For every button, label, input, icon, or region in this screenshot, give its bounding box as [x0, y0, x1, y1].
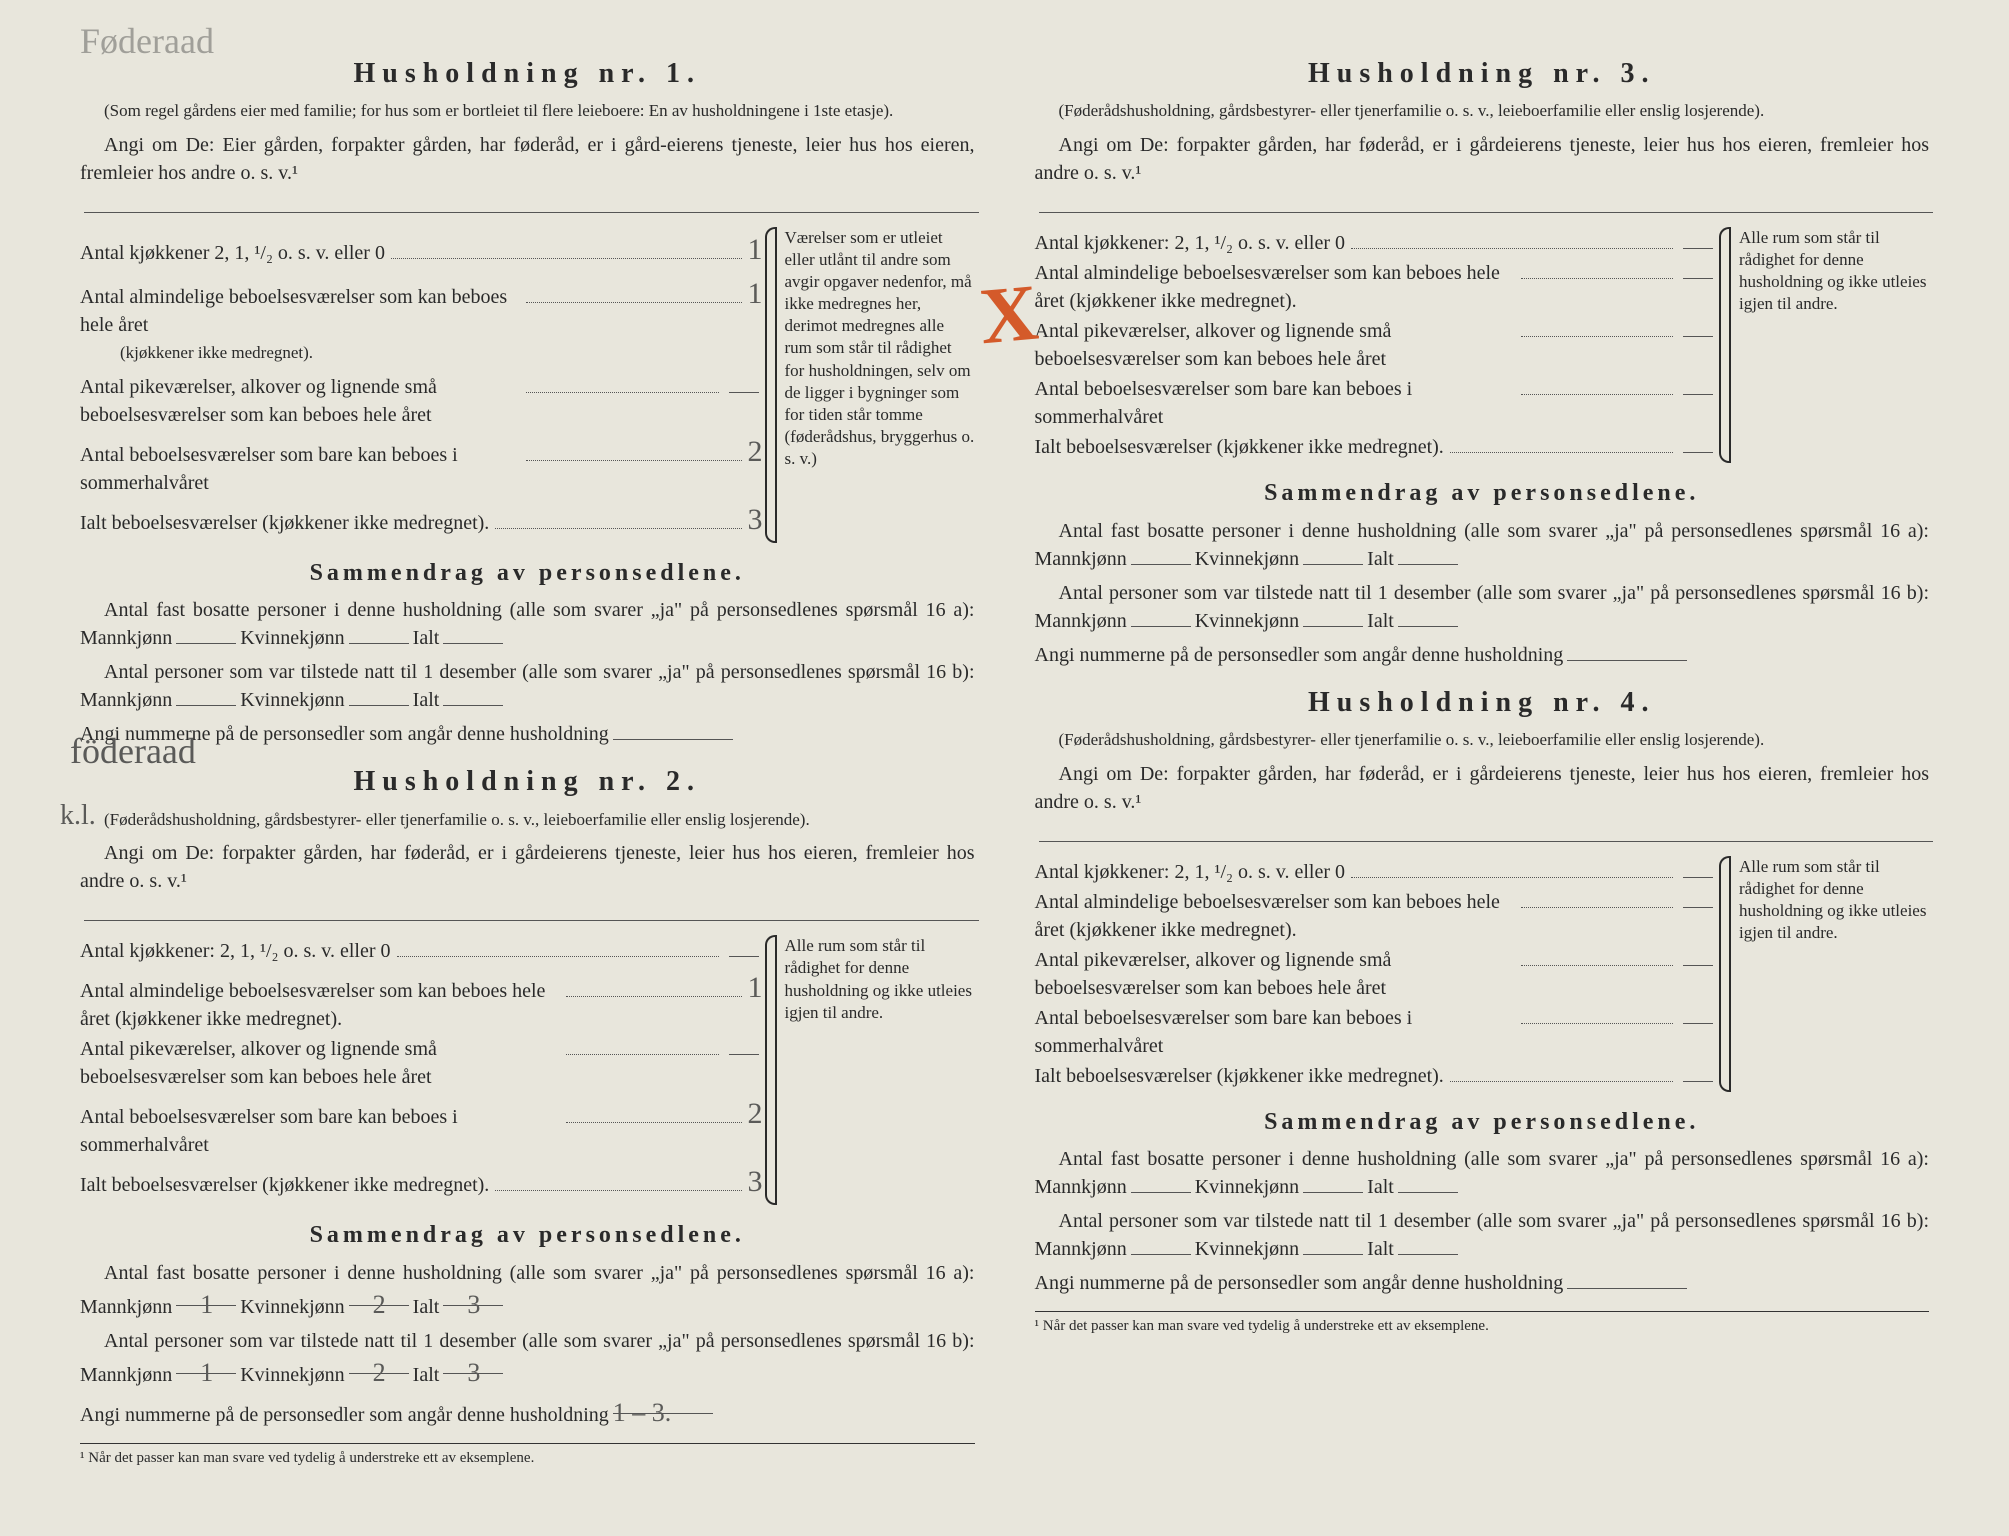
h1-r5: Ialt beboelsesværelser (kjøkkener ikke m… — [80, 509, 489, 537]
h4-r5: Ialt beboelsesværelser (kjøkkener ikke m… — [1035, 1062, 1444, 1090]
h4-s1b: Kvinnekjønn — [1195, 1176, 1299, 1198]
right-footnote: ¹ Når det passer kan man svare ved tydel… — [1035, 1311, 1930, 1337]
h4-sidenote: Alle rum som står til rådighet for denne… — [1729, 856, 1929, 1092]
h4-s3: Angi nummerne på de personsedler som ang… — [1035, 1272, 1564, 1294]
h2-title: Husholdning nr. 2. — [80, 762, 975, 801]
h1-title: Husholdning nr. 1. — [80, 54, 975, 93]
h1-r1: Antal kjøkkener 2, 1, ¹/₂ o. s. v. eller… — [80, 239, 385, 267]
h2-r5: Ialt beboelsesværelser (kjøkkener ikke m… — [80, 1171, 489, 1199]
h2-tkvin: 2 — [373, 1358, 386, 1387]
h1-s1c: Ialt — [413, 627, 440, 649]
h2-tmann: 1 — [200, 1358, 213, 1387]
h2-r2: Antal almindelige beboelsesværelser som … — [80, 977, 560, 1033]
h3-r1: Antal kjøkkener: 2, 1, ¹/₂ o. s. v. elle… — [1035, 229, 1346, 257]
h2-val2: 1 — [748, 967, 763, 1009]
h3-subnote: (Føderådshusholdning, gårdsbestyrer- ell… — [1035, 99, 1930, 123]
h1-val5: 3 — [748, 499, 763, 541]
h2-s1c: Ialt — [413, 1296, 440, 1318]
left-footnote: ¹ Når det passer kan man svare ved tydel… — [80, 1443, 975, 1469]
h2-val4: 2 — [748, 1093, 763, 1135]
h2-tialt: 3 — [467, 1358, 480, 1387]
h2-s2b: Kvinnekjønn — [240, 1364, 344, 1386]
h3-s1b: Kvinnekjønn — [1195, 548, 1299, 570]
h2-s1b: Kvinnekjønn — [240, 1296, 344, 1318]
h4-s1c: Ialt — [1367, 1176, 1394, 1198]
h2-sidenote: Alle rum som står til rådighet for denne… — [775, 935, 975, 1205]
h3-r4: Antal beboelsesværelser som bare kan beb… — [1035, 375, 1515, 431]
h1-s2b: Kvinnekjønn — [240, 689, 344, 711]
h2-val5: 3 — [748, 1161, 763, 1203]
h1-r2b: (kjøkkener ikke medregnet). — [120, 341, 763, 365]
h1-s3: Angi nummerne på de personsedler som ang… — [80, 723, 609, 745]
h1-subnote: (Som regel gårdens eier med familie; for… — [80, 99, 975, 123]
h2-r3: Antal pikeværelser, alkover og lignende … — [80, 1035, 560, 1091]
h1-angi: Angi om De: Eier gården, forpakter gårde… — [80, 131, 975, 187]
h3-summary-title: Sammendrag av personsedlene. — [1035, 477, 1930, 511]
h3-sidenote: Alle rum som står til rådighet for denne… — [1729, 227, 1929, 463]
h3-r3: Antal pikeværelser, alkover og lignende … — [1035, 317, 1515, 373]
h3-s2c: Ialt — [1367, 610, 1394, 632]
h1-val4: 2 — [748, 431, 763, 473]
h3-s1c: Ialt — [1367, 548, 1394, 570]
h2-r1: Antal kjøkkener: 2, 1, ¹/₂ o. s. v. elle… — [80, 937, 391, 965]
h4-r3: Antal pikeværelser, alkover og lignende … — [1035, 946, 1515, 1002]
h3-s2b: Kvinnekjønn — [1195, 610, 1299, 632]
h1-s2c: Ialt — [413, 689, 440, 711]
h4-r1: Antal kjøkkener: 2, 1, ¹/₂ o. s. v. elle… — [1035, 858, 1346, 886]
left-column: Husholdning nr. 1. (Som regel gårdens ei… — [80, 40, 975, 1469]
h2-subnote: (Føderådshusholdning, gårdsbestyrer- ell… — [80, 808, 975, 832]
h4-s2b: Kvinnekjønn — [1195, 1238, 1299, 1260]
h4-s2c: Ialt — [1367, 1238, 1394, 1260]
right-column: Husholdning nr. 3. (Føderådshusholdning,… — [1035, 40, 1930, 1469]
h1-r2: Antal almindelige beboelsesværelser som … — [80, 283, 520, 339]
h4-title: Husholdning nr. 4. — [1035, 683, 1930, 722]
h4-r4: Antal beboelsesværelser som bare kan beb… — [1035, 1004, 1515, 1060]
h4-angi: Angi om De: forpakter gården, har føderå… — [1035, 760, 1930, 816]
h2-s2c: Ialt — [413, 1364, 440, 1386]
h4-subnote: (Føderådshusholdning, gårdsbestyrer- ell… — [1035, 728, 1930, 752]
h2-smann: 1 — [200, 1290, 213, 1319]
h4-r2: Antal almindelige beboelsesværelser som … — [1035, 888, 1515, 944]
h1-sidenote: Værelser som er utleiet eller utlånt til… — [775, 227, 975, 543]
h2-s3: Angi nummerne på de personsedler som ang… — [80, 1404, 609, 1426]
h2-angi: Angi om De: forpakter gården, har føderå… — [80, 839, 975, 895]
h3-r2: Antal almindelige beboelsesværelser som … — [1035, 259, 1515, 315]
h2-nummer: 1 – 3. — [613, 1398, 672, 1427]
h3-angi: Angi om De: forpakter gården, har føderå… — [1035, 131, 1930, 187]
h3-r5: Ialt beboelsesværelser (kjøkkener ikke m… — [1035, 433, 1444, 461]
h2-skvin: 2 — [373, 1290, 386, 1319]
h3-s3: Angi nummerne på de personsedler som ang… — [1035, 644, 1564, 666]
h1-summary-title: Sammendrag av personsedlene. — [80, 557, 975, 591]
h4-summary-title: Sammendrag av personsedlene. — [1035, 1106, 1930, 1140]
h3-title: Husholdning nr. 3. — [1035, 54, 1930, 93]
h1-val1: 1 — [748, 229, 763, 271]
h2-r4: Antal beboelsesværelser som bare kan beb… — [80, 1103, 560, 1159]
h1-val2: 1 — [748, 273, 763, 315]
h2-summary-title: Sammendrag av personsedlene. — [80, 1219, 975, 1253]
h2-sialt: 3 — [467, 1290, 480, 1319]
h1-s1b: Kvinnekjønn — [240, 627, 344, 649]
h1-r4: Antal beboelsesværelser som bare kan beb… — [80, 441, 520, 497]
h1-r3: Antal pikeværelser, alkover og lignende … — [80, 373, 520, 429]
